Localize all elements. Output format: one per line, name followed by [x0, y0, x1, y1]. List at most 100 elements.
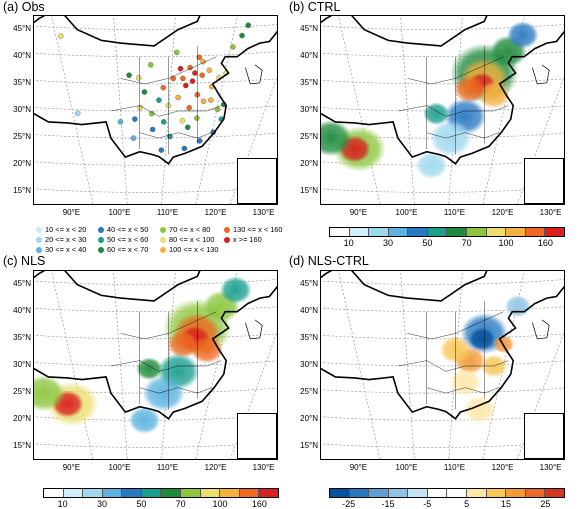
lon-tick-label: 100°E	[395, 463, 418, 472]
map-canvas	[34, 16, 277, 204]
south-china-sea-inset	[237, 158, 277, 204]
lat-tick-label: 40°N	[13, 50, 31, 60]
concentration-field	[142, 374, 185, 412]
lon-tick-label: 110°E	[443, 208, 466, 217]
legend-swatch	[224, 237, 230, 243]
legend-item: 100 <= x < 130	[160, 246, 219, 254]
lat-tick-label: 25°N	[13, 132, 31, 142]
colorbar-tick-label: 100	[212, 499, 228, 509]
legend-swatch	[98, 237, 104, 243]
graticule-meridian	[113, 271, 128, 459]
concentration-field	[506, 21, 539, 49]
lat-tick-label: 30°N	[13, 105, 31, 114]
graticule-parallel	[34, 333, 277, 340]
lon-tick-label: 90°E	[62, 463, 81, 472]
legend-item: 60 <= x < 70	[98, 246, 148, 254]
legend-label: 50 <= x < 60	[107, 235, 149, 244]
colorbar-tick-label: -25	[342, 499, 356, 509]
colorbar-tick-label: -5	[423, 499, 432, 509]
legend-label: 80 <= x < 100	[169, 235, 215, 244]
lat-tick-label: 40°N	[300, 305, 318, 315]
colorbar-tick-label: 160	[251, 499, 267, 509]
lat-tick-label: 15°N	[13, 186, 31, 196]
colorbar-swatch	[330, 228, 350, 236]
lat-tick-label: 40°N	[13, 305, 31, 315]
colorbar-swatch	[181, 489, 201, 497]
colorbar-swatch	[259, 489, 278, 497]
colorbar-tick-label: 50	[136, 499, 147, 509]
colorbar-swatch	[506, 228, 526, 236]
graticule-parallel	[321, 78, 564, 85]
legend-label: 130 <= x < 160	[233, 225, 283, 234]
lon-tick-label: 100°E	[395, 208, 418, 217]
colorbar-swatch	[506, 489, 526, 497]
graticule-meridian	[400, 16, 415, 204]
lon-tick-label: 120°E	[491, 463, 514, 472]
legend-label: 40 <= x < 50	[107, 225, 149, 234]
obs-site-marker	[141, 89, 148, 95]
colorbar-swatch	[427, 228, 448, 236]
colorbar-swatch	[63, 489, 84, 497]
colorbar-tick-label: 160	[537, 238, 553, 248]
concentration-field	[454, 75, 486, 103]
concentration-field	[136, 357, 163, 381]
colorbar-nls	[43, 488, 279, 498]
legend-item: 70 <= x < 80	[160, 226, 210, 234]
legend-label: 10 <= x < 20	[45, 225, 87, 234]
colorbar-swatch	[467, 228, 487, 236]
lat-tick-label: 35°N	[13, 332, 31, 342]
obs-site-marker	[149, 126, 156, 133]
obs-site-marker	[148, 110, 155, 117]
colorbar-swatch	[161, 489, 182, 497]
lon-tick-label: 100°E	[108, 208, 131, 217]
colorbar-ctrl	[329, 227, 565, 237]
obs-site-marker	[170, 75, 177, 82]
colorbar-swatch	[486, 228, 507, 236]
lat-tick-label: 15°N	[13, 441, 31, 451]
concentration-field	[321, 119, 352, 157]
colorbar-tick-label: 50	[422, 238, 433, 248]
graticule-meridian	[338, 16, 381, 204]
legend-label: 30 <= x < 40	[45, 245, 87, 254]
coastline	[532, 64, 550, 85]
concentration-field	[449, 368, 481, 396]
province-boundary	[139, 387, 212, 394]
panel-title: (a) Obs	[3, 0, 45, 14]
legend-swatch	[98, 227, 104, 233]
colorbar-tick-label: 15	[500, 499, 511, 509]
lat-tick-label: 25°N	[13, 387, 31, 397]
obs-site-marker	[58, 33, 64, 39]
graticule-parallel	[34, 132, 277, 139]
colorbar-swatch	[102, 489, 123, 497]
graticule-meridian	[113, 16, 128, 204]
obs-site-marker	[206, 67, 213, 74]
map-area	[33, 15, 278, 205]
lon-tick-label: 130°E	[539, 208, 562, 217]
legend-swatch	[36, 247, 42, 253]
colorbar-swatch	[349, 228, 370, 236]
colorbar-swatch	[200, 489, 221, 497]
lat-tick-label: 20°N	[300, 414, 318, 424]
panel-title: (d) NLS-CTRL	[289, 254, 369, 268]
colorbar-swatch	[486, 489, 507, 497]
lon-tick-label: 100°E	[108, 463, 131, 472]
legend-label: 20 <= x < 30	[45, 235, 87, 244]
graticule-parallel	[34, 78, 277, 85]
obs-site-marker	[230, 44, 236, 50]
lat-tick-label: 30°N	[13, 360, 31, 369]
legend-item: 10 <= x < 20	[36, 226, 86, 234]
legend-swatch	[160, 227, 166, 233]
colorbar-tick-label: 10	[343, 238, 354, 248]
colorbar-tick-label: 70	[175, 499, 186, 509]
obs-site-marker	[179, 118, 186, 124]
concentration-field	[429, 119, 472, 157]
graticule-parallel	[34, 279, 277, 285]
province-boundary	[139, 132, 212, 139]
obs-site-marker	[167, 133, 173, 140]
coastline	[245, 64, 263, 85]
lat-tick-label: 30°N	[300, 105, 318, 114]
legend-item: 20 <= x < 30	[36, 236, 86, 244]
obs-site-marker	[173, 49, 180, 56]
concentration-field	[128, 406, 161, 434]
obs-site-marker	[117, 119, 124, 125]
